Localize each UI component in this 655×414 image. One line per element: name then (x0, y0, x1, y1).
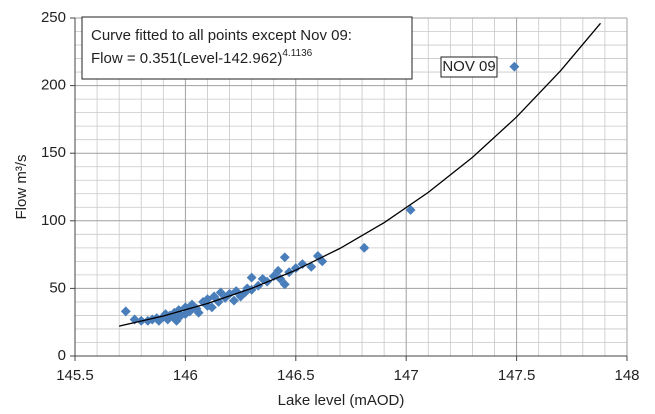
y-axis-label: Flow m³/s (13, 155, 30, 220)
scatter-point (120, 306, 131, 317)
scatter-point (193, 307, 204, 318)
y-tick-label: 0 (58, 347, 66, 364)
scatter-point (273, 265, 284, 276)
formula-exponent: 4.1136 (282, 48, 312, 59)
formula-text: Flow = 0.351(Level-142.962) (91, 50, 282, 67)
x-tick-label: 146 (173, 367, 198, 384)
x-tick-label: 145.5 (56, 367, 94, 384)
y-tick-label: 50 (49, 279, 66, 296)
scatter-point (509, 61, 520, 72)
annotation-box (81, 16, 413, 80)
scatter-point (279, 252, 290, 263)
scatter-point (279, 279, 290, 290)
x-axis-label: Lake level (mAOD) (278, 392, 405, 409)
scatter-point (229, 295, 239, 306)
y-tick-label: 200 (41, 77, 66, 94)
scatter-point (246, 272, 257, 283)
annotation-line: Curve fitted to all points except Nov 09… (91, 27, 352, 44)
scatter-point (359, 242, 370, 253)
scatter-point (297, 259, 308, 270)
x-tick-label: 147.5 (498, 367, 536, 384)
point-label-box (440, 56, 498, 78)
y-tick-label: 250 (41, 9, 66, 26)
x-tick-label: 148 (614, 367, 639, 384)
y-tick-label: 150 (41, 144, 66, 161)
scatter-point (405, 205, 416, 215)
scatter-point (284, 267, 295, 278)
annotation-formula: Flow = 0.351(Level-142.962)4.1136 (91, 48, 313, 67)
x-tick-label: 147 (394, 367, 419, 384)
fitted-curve (119, 22, 602, 327)
y-tick-label: 100 (41, 212, 66, 229)
x-tick-label: 146.5 (277, 367, 315, 384)
scatter-point (306, 261, 317, 272)
scatter-point (206, 302, 217, 313)
point-label: NOV 09 (442, 58, 495, 75)
